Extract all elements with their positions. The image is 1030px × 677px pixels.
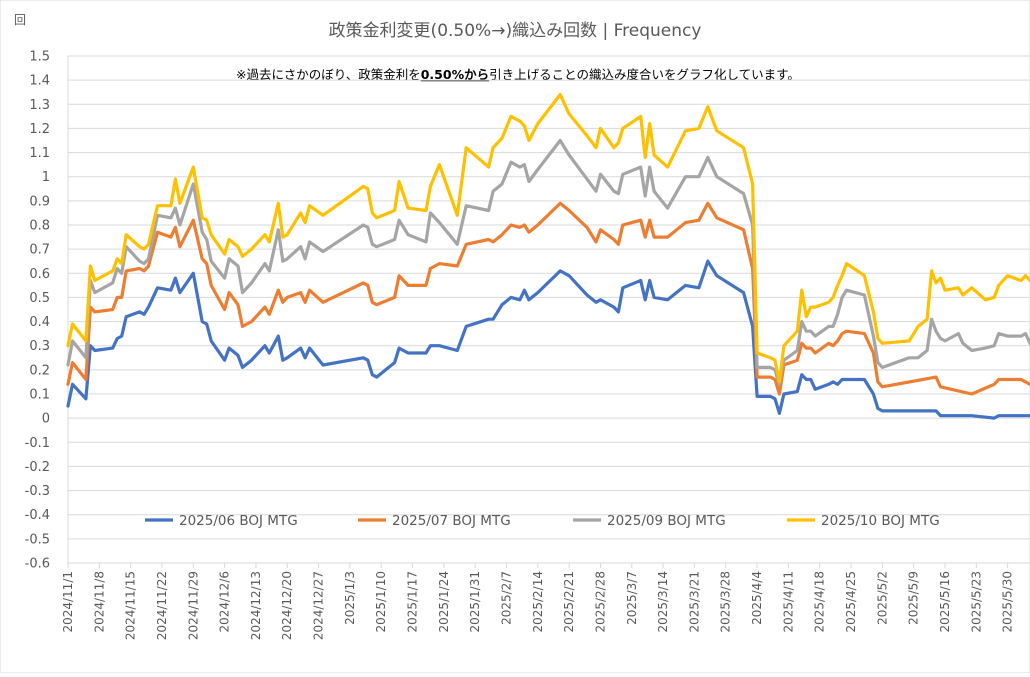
- legend-label-4: 2025/10 BOJ MTG: [821, 513, 940, 529]
- y-tick-label: 1.3: [29, 98, 50, 113]
- y-tick-label: -0.2: [25, 460, 50, 475]
- x-tick-label: 2025/1/24: [437, 571, 451, 633]
- y-tick-label: -0.5: [25, 532, 50, 547]
- y-tick-label: -0.3: [25, 484, 50, 499]
- series-line-2: [66, 201, 1030, 396]
- x-tick-label: 2025/2/7: [499, 571, 513, 625]
- x-tick-label: 2024/11/1: [61, 571, 75, 633]
- x-tick-label: 2025/4/18: [813, 571, 827, 633]
- x-tick-label: 2025/5/16: [938, 571, 952, 633]
- y-unit-label: 回: [14, 13, 26, 27]
- chart-title: 政策金利変更(0.50%→)織込み回数 | Frequency: [329, 21, 702, 41]
- chart-subtitle: ※過去にさかのぼり、政策金利を0.50%から引き上げることの織込み度合いをグラフ…: [236, 67, 800, 82]
- x-tick-label: 2025/4/4: [750, 571, 764, 625]
- x-tick-label: 2024/11/15: [124, 571, 138, 640]
- y-tick-label: 0.7: [29, 243, 50, 258]
- x-tick-label: 2024/12/6: [218, 571, 232, 633]
- y-tick-label: 0.6: [29, 267, 50, 282]
- y-tick-label: 1.2: [29, 122, 50, 137]
- y-tick-label: 0.5: [29, 291, 50, 306]
- y-tick-label: -0.6: [25, 557, 50, 572]
- subtitle-part: 0.50%から: [421, 67, 489, 82]
- x-tick-label: 2025/5/9: [907, 571, 921, 625]
- y-tick-label: 0.9: [29, 194, 50, 209]
- y-tick-label: 1.5: [29, 50, 50, 65]
- x-tick-label: 2025/2/28: [593, 571, 607, 633]
- legend-label-3: 2025/09 BOJ MTG: [607, 513, 726, 529]
- x-axis: 2024/11/1 2024/11/8 2024/11/15 2024/11/22 20…: [61, 563, 1015, 640]
- x-tick-label: 2024/12/20: [280, 571, 294, 640]
- legend-label-2: 2025/07 BOJ MTG: [392, 513, 511, 529]
- x-tick-label: 2025/1/31: [468, 571, 482, 633]
- x-tick-label: 2024/12/13: [249, 571, 263, 640]
- subtitle-part: 引き上げることの織込み度合いをグラフ化しています。: [489, 67, 800, 82]
- y-tick-label: -0.1: [25, 436, 50, 451]
- series-layer: [66, 93, 1030, 420]
- x-tick-label: 2025/3/28: [719, 571, 733, 633]
- y-tick-label: 0.8: [29, 219, 50, 234]
- x-tick-label: 2025/5/2: [875, 571, 889, 625]
- x-tick-label: 2025/3/7: [625, 571, 639, 625]
- y-axis: 1.5 1.4 1.3 1.2 1.1 1 0.9 0.8 0.7 0.6 0.5 0.4 0.3 0.2…: [25, 50, 50, 572]
- series-line-3: [66, 138, 1030, 386]
- x-tick-label: 2024/11/22: [155, 571, 169, 640]
- x-tick-label: 2025/1/10: [374, 571, 388, 633]
- y-tick-label: 0.2: [29, 363, 50, 378]
- x-tick-label: 2025/1/3: [343, 571, 357, 625]
- y-tick-label: 1.4: [29, 74, 50, 89]
- series-line-4: [66, 93, 1030, 384]
- x-tick-label: 2024/12/27: [312, 571, 326, 640]
- y-tick-label: 0.1: [29, 388, 50, 403]
- x-tick-label: 2025/2/14: [531, 571, 545, 633]
- y-tick-label: 0: [42, 412, 50, 427]
- x-tick-label: 2025/5/30: [1001, 571, 1015, 633]
- y-tick-label: 0.3: [29, 339, 50, 354]
- gridlines: [67, 55, 1030, 564]
- x-tick-label: 2025/4/11: [781, 571, 795, 633]
- y-tick-label: 1.1: [29, 146, 50, 161]
- legend: 2025/06 BOJ MTG 2025/07 BOJ MTG 2025/09 BO…: [145, 513, 940, 529]
- legend-label-1: 2025/06 BOJ MTG: [179, 513, 298, 529]
- x-tick-label: 2025/3/14: [656, 571, 670, 633]
- x-tick-label: 2025/2/21: [562, 571, 576, 633]
- x-tick-label: 2025/4/25: [844, 571, 858, 633]
- x-tick-label: 2025/3/21: [687, 571, 701, 633]
- series-line-1: [66, 259, 1030, 420]
- x-tick-label: 2024/11/29: [186, 571, 200, 640]
- subtitle-part: ※過去にさかのぼり、政策金利を: [236, 67, 421, 82]
- x-tick-label: 2024/11/8: [92, 571, 106, 633]
- x-tick-label: 2025/1/17: [406, 571, 420, 633]
- y-tick-label: -0.4: [25, 508, 50, 523]
- y-tick-label: 0.4: [29, 315, 50, 330]
- x-tick-label: 2025/5/23: [969, 571, 983, 633]
- y-tick-label: 1: [42, 170, 50, 185]
